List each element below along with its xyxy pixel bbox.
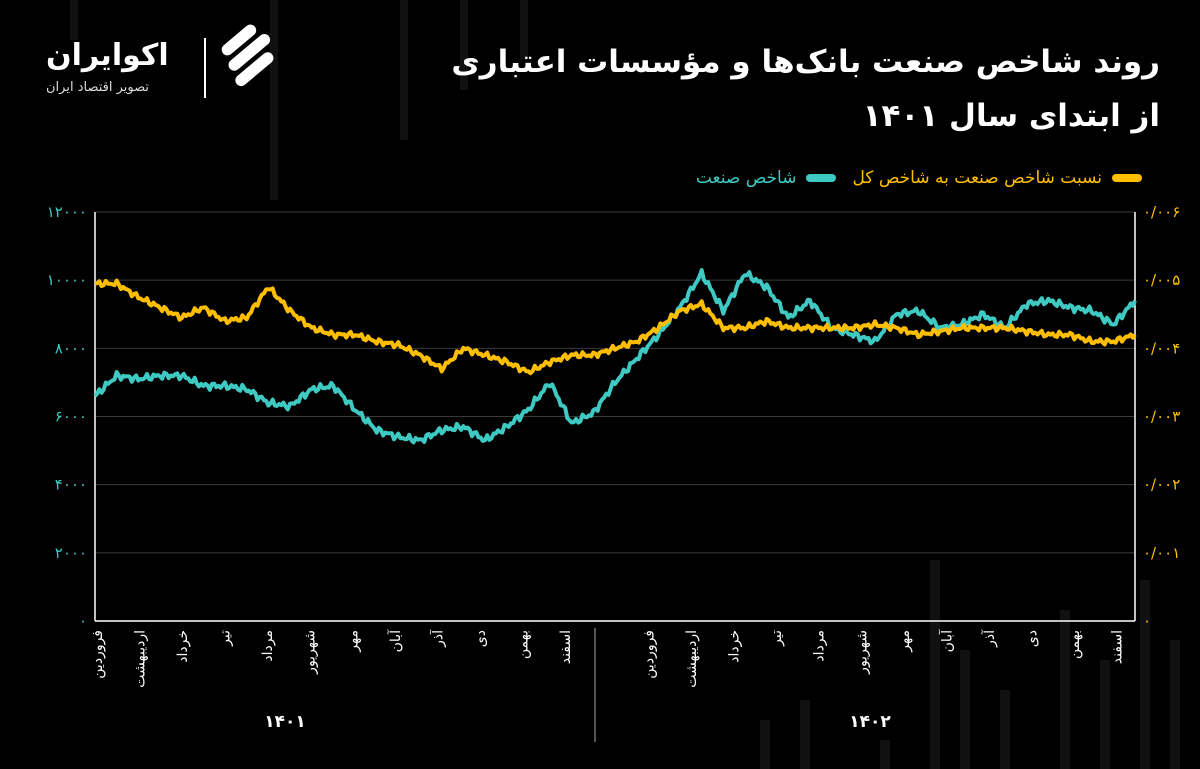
decor-bar — [800, 700, 810, 769]
decor-bar — [1140, 580, 1150, 769]
x-tick-label: آبان — [387, 629, 404, 652]
x-tick-label: آذر — [429, 629, 446, 648]
y-left-tick-label: ۰ — [79, 612, 87, 630]
y-right-tick-label: ۰/۰۰۳ — [1143, 408, 1180, 426]
x-tick-label: بهمن — [515, 630, 531, 659]
decor-bar — [1100, 660, 1110, 769]
legend-label-ratio: نسبت شاخص صنعت به شاخص کل — [852, 168, 1102, 188]
x-tick-label: خرداد — [727, 630, 743, 663]
chart-title: روند شاخص صنعت بانک‌ها و مؤسسات اعتباری — [451, 44, 1160, 80]
decor-bar — [760, 720, 770, 769]
x-tick-label: شهریور — [854, 630, 870, 675]
x-tick-label: شهریور — [303, 630, 319, 675]
y-left-tick-label: ۱۲۰۰۰ — [47, 203, 87, 221]
y-right-tick-label: ۰/۰۰۶ — [1143, 203, 1180, 221]
x-tick-label: اسفند — [1110, 630, 1126, 664]
decor-bar — [460, 0, 468, 90]
legend: نسبت شاخص صنعت به شاخص کل شاخص صنعت — [696, 168, 1142, 188]
x-tick-label: بهمن — [1067, 630, 1083, 659]
y-right-tick-label: ۰ — [1143, 612, 1151, 630]
decor-bar — [1060, 610, 1070, 769]
x-tick-label: اسفند — [558, 630, 574, 664]
x-tick-label: اردیبهشت — [133, 630, 149, 688]
series-line-ratio — [94, 278, 1137, 376]
chart-subtitle: از ابتدای سال ۱۴۰۱ — [862, 98, 1160, 134]
y-left-tick-label: ۸۰۰۰ — [55, 339, 87, 357]
decor-bar — [880, 740, 890, 769]
y-left-tick-label: ۶۰۰۰ — [55, 408, 87, 426]
decor-bar — [960, 650, 970, 769]
year-label: ۱۴۰۱ — [264, 712, 306, 732]
decor-bar — [400, 0, 408, 140]
logo-name: اکوایران — [46, 38, 169, 73]
decor-bar — [1000, 690, 1010, 769]
x-tick-label: دی — [473, 630, 489, 647]
x-tick-label: فروردین — [642, 630, 658, 679]
y-left-tick-label: ۴۰۰۰ — [55, 476, 87, 494]
y-right-tick-label: ۰/۰۰۵ — [1143, 271, 1180, 289]
legend-swatch-ratio — [1112, 174, 1142, 182]
logo-subtitle: تصویر اقتصاد ایران — [46, 80, 149, 95]
y-right-tick-label: ۰/۰۰۱ — [1143, 544, 1180, 562]
y-left-tick-label: ۱۰۰۰۰ — [47, 271, 87, 289]
legend-label-industry: شاخص صنعت — [695, 168, 797, 188]
y-left-tick-label: ۲۰۰۰ — [55, 544, 87, 562]
y-right-tick-label: ۰/۰۰۴ — [1143, 339, 1180, 357]
logo-divider — [204, 38, 206, 98]
logo-mark-icon — [221, 24, 274, 87]
decor-bar — [1170, 640, 1180, 769]
x-tick-label: مرداد — [812, 630, 828, 662]
x-tick-label: تیر — [769, 630, 785, 647]
x-tick-label: اردیبهشت — [684, 630, 700, 688]
x-tick-label: فروردین — [90, 630, 106, 679]
x-tick-label: آبان — [938, 629, 955, 652]
x-tick-label: مهر — [345, 630, 361, 653]
decor-bar — [930, 560, 940, 769]
x-tick-label: دی — [1024, 630, 1040, 647]
x-tick-label: تیر — [218, 630, 234, 647]
year-label: ۱۴۰۲ — [849, 712, 891, 732]
legend-swatch-industry — [806, 174, 837, 182]
decor-bar — [70, 0, 78, 40]
y-right-tick-label: ۰/۰۰۲ — [1143, 476, 1180, 494]
decor-bar — [520, 0, 528, 60]
x-tick-label: مهر — [897, 630, 913, 653]
decor-bar — [270, 0, 278, 200]
x-tick-label: آذر — [981, 629, 998, 648]
x-tick-label: مرداد — [260, 630, 276, 662]
x-tick-label: خرداد — [175, 630, 191, 663]
